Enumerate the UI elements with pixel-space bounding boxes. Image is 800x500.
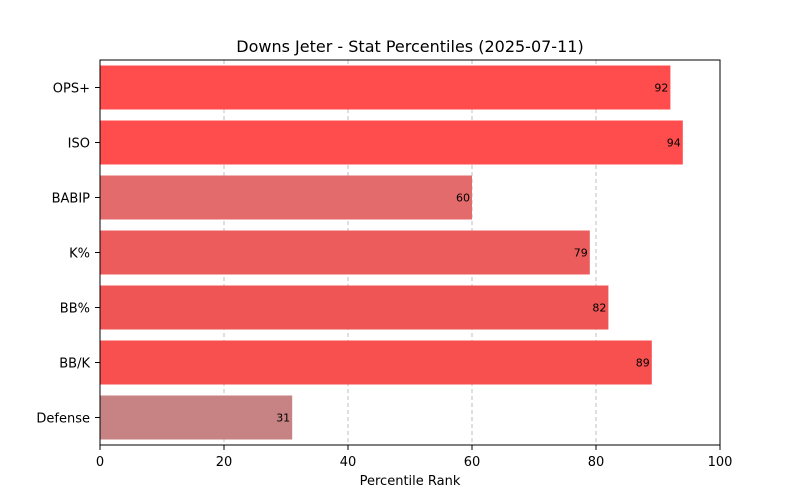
- y-tick-label: BABIP: [52, 192, 91, 207]
- bar: [100, 175, 472, 220]
- bar-value-label: 79: [574, 247, 588, 260]
- x-axis-label: Percentile Rank: [360, 474, 461, 489]
- y-tick-label: Defense: [36, 412, 90, 427]
- bar: [100, 120, 683, 165]
- bar-value-label: 92: [654, 82, 668, 95]
- x-tick-label: 40: [340, 455, 357, 470]
- x-tick-label: 0: [96, 455, 104, 470]
- bar-value-label: 89: [636, 357, 650, 370]
- x-tick-label: 100: [708, 455, 733, 470]
- y-tick-label: ISO: [68, 137, 90, 152]
- bar-value-label: 60: [456, 192, 470, 205]
- bar: [100, 230, 590, 275]
- y-tick-label: OPS+: [53, 82, 90, 97]
- x-axis: 0 20 40 60 80 100: [96, 445, 733, 470]
- bar: [100, 285, 609, 330]
- y-tick-label: BB%: [60, 302, 90, 317]
- x-tick-label: 20: [216, 455, 233, 470]
- bar: [100, 65, 671, 110]
- chart-title: Downs Jeter - Stat Percentiles (2025-07-…: [236, 37, 583, 56]
- bars: [100, 65, 683, 440]
- bar: [100, 340, 652, 385]
- y-tick-label: BB/K: [59, 357, 90, 372]
- data-labels: 92 94 60 79 82 89 31: [276, 82, 681, 425]
- y-axis: OPS+ ISO BABIP K% BB% BB/K Defense: [36, 82, 100, 427]
- bar-value-label: 94: [667, 137, 681, 150]
- bar: [100, 395, 293, 440]
- x-tick-label: 80: [588, 455, 605, 470]
- y-tick-label: K%: [69, 247, 90, 262]
- bar-value-label: 31: [276, 412, 290, 425]
- x-tick-label: 60: [464, 455, 481, 470]
- bar-value-label: 82: [592, 302, 606, 315]
